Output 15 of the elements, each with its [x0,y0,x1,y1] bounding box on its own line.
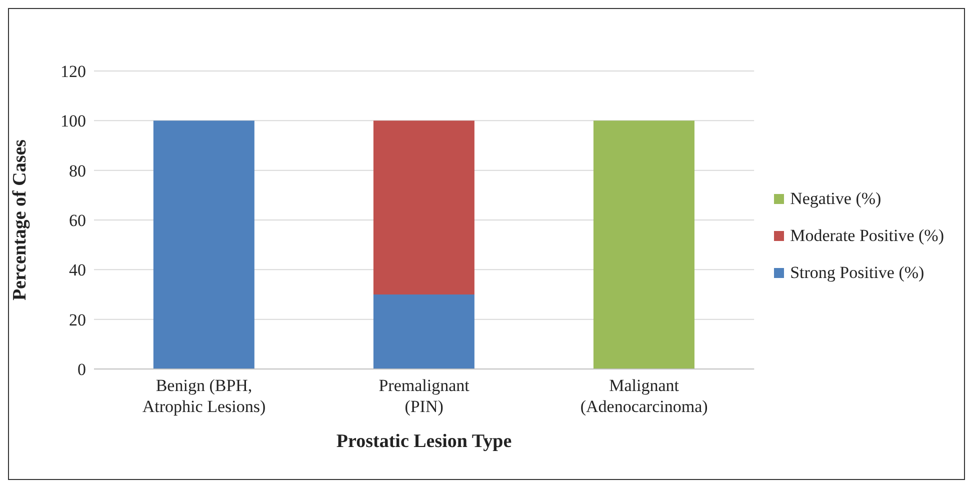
y-tick-label: 100 [60,112,86,131]
x-tick-label: Premalignant (PIN) [378,376,470,416]
x-tick-label: Malignant (Adenocarcinoma) [580,376,708,416]
y-tick-label: 40 [69,260,86,280]
y-tick-label: 0 [78,360,86,380]
y-tick-label: 60 [69,211,86,230]
y-axis-title: Percentage of Cases [10,139,31,301]
legend-label: Moderate Positive (%) [790,226,944,246]
legend-label: Negative (%) [790,188,882,208]
y-tick-label: 20 [69,310,86,330]
legend-label: Strong Positive (%) [790,262,924,282]
y-tick-label: 120 [60,62,86,82]
x-axis-title: Prostatic Lesion Type [336,431,512,452]
x-tick-label: Benign (BPH, Atrophic Lesions) [142,376,266,416]
y-tick-label: 80 [69,161,86,180]
